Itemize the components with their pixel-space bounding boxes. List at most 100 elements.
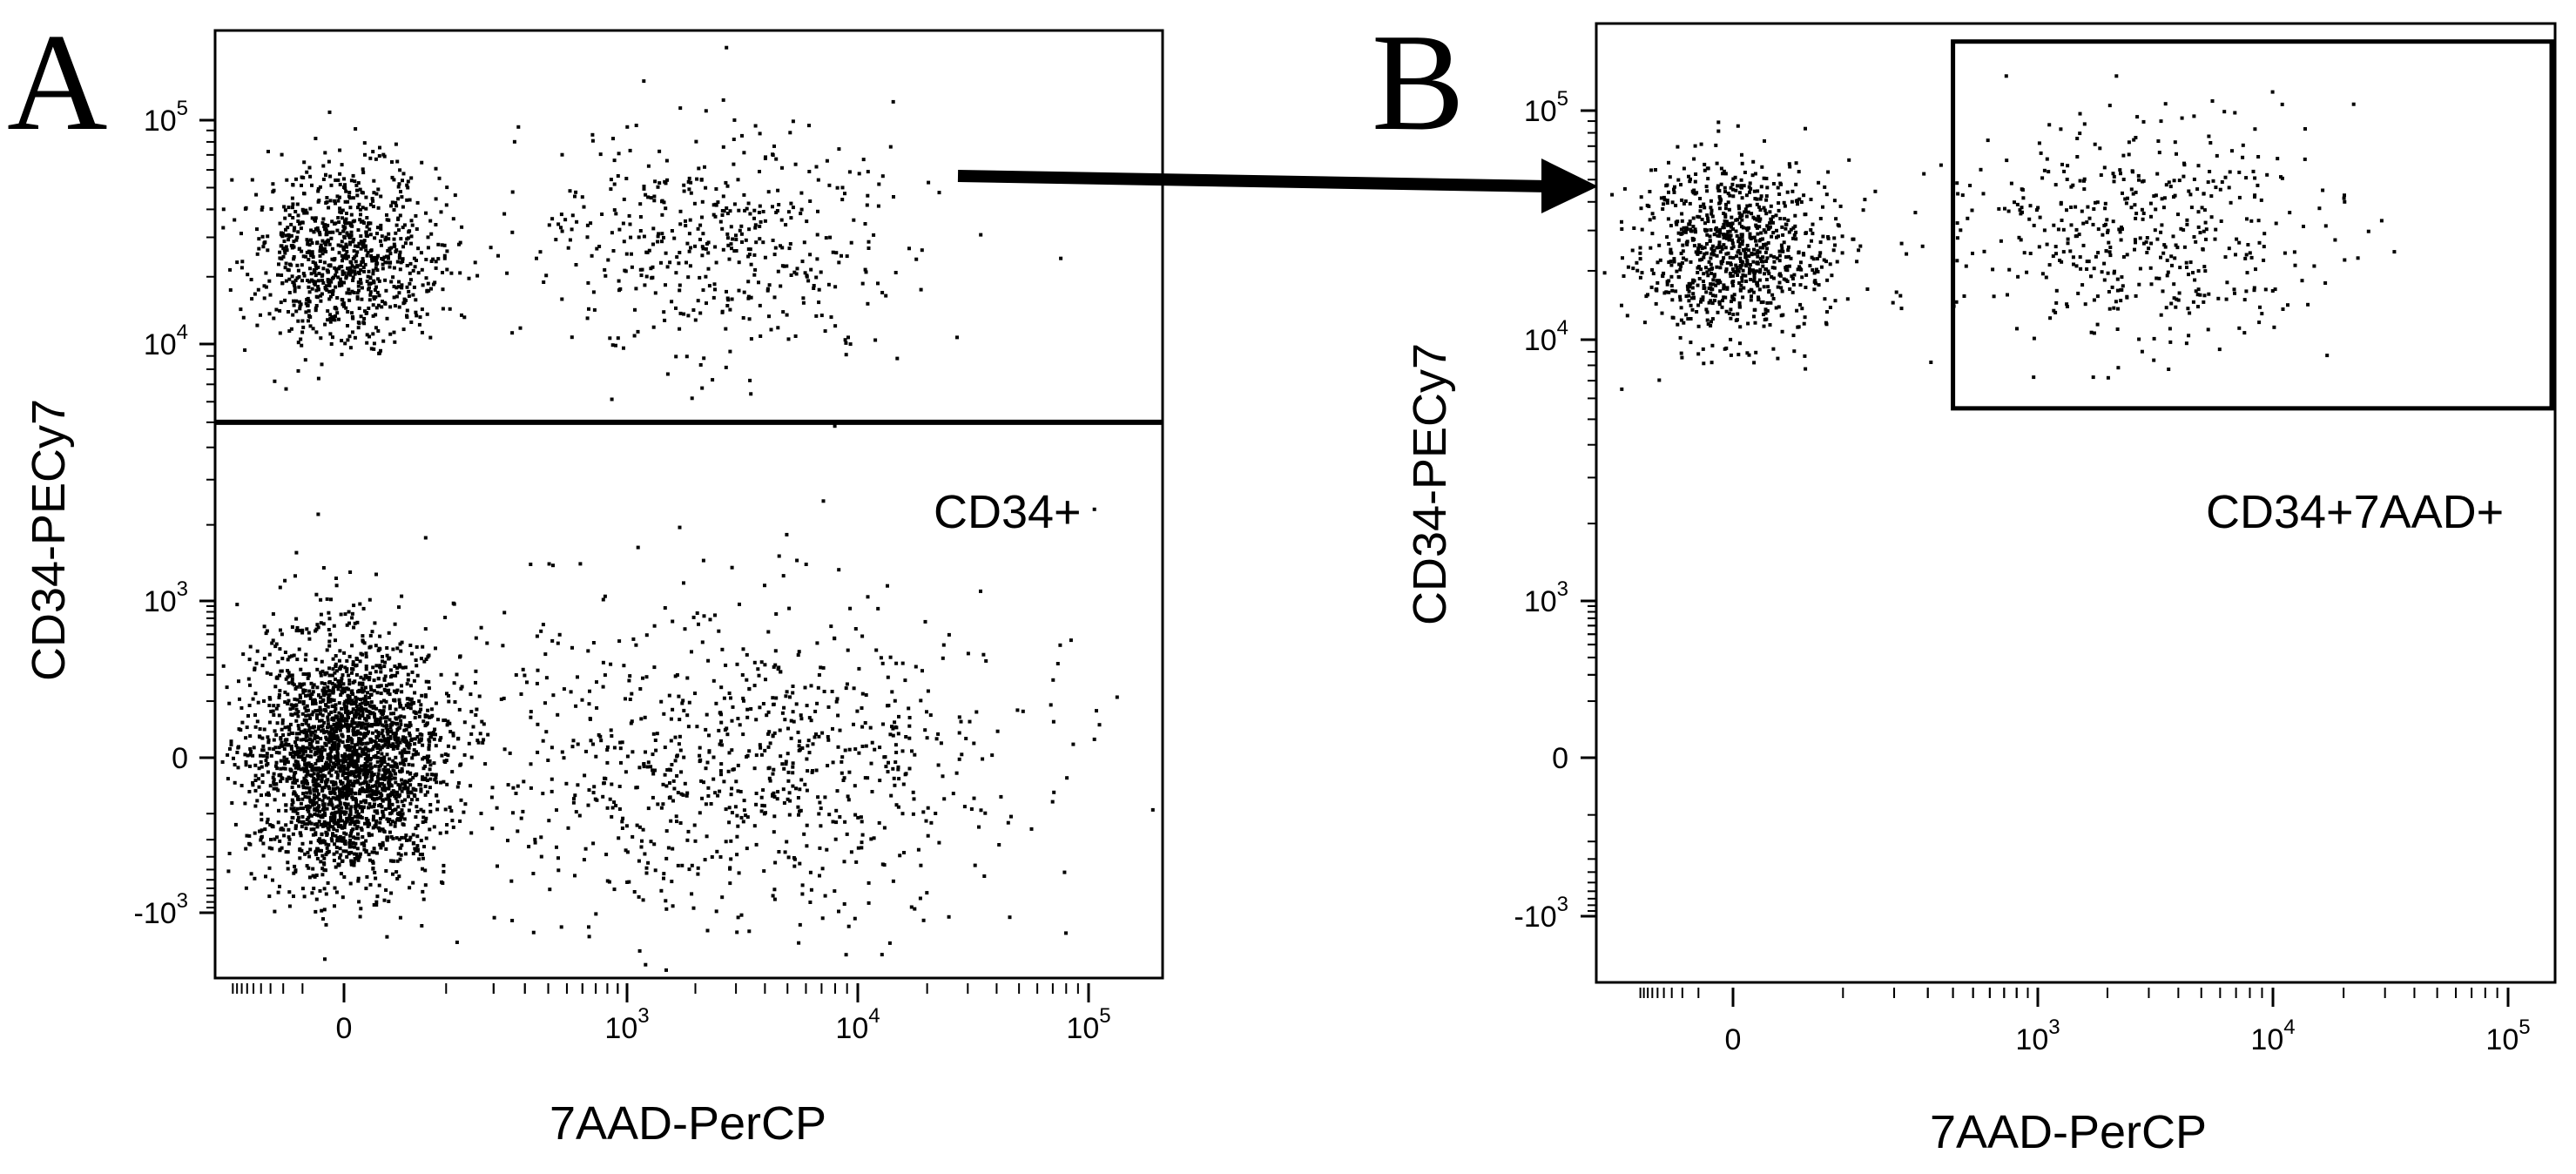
- panel-a-dot-pop2: [784, 762, 788, 766]
- panel-a-dot-pop1: [287, 827, 291, 832]
- panel-a-dot-pop4: [786, 210, 791, 214]
- panel-a-dot-pop3: [325, 240, 329, 244]
- panel-a-dot-pop3: [462, 315, 467, 320]
- panel-a-dot-pop1: [322, 686, 327, 691]
- panel-a-dot-pop1: [391, 742, 395, 746]
- panel-a-dot-pop2: [754, 802, 759, 806]
- panel-a-dot-pop3: [375, 261, 380, 266]
- panel-a-dot-pop1: [384, 869, 388, 873]
- panel-a-dot-pop1: [296, 714, 300, 719]
- panel-a-dot-pop4: [678, 222, 683, 226]
- panel-a-dot-pop2: [601, 660, 605, 665]
- panel-a-dot-pop1: [434, 732, 437, 737]
- panel-a-dot-pop2: [612, 800, 617, 805]
- panel-a-dot-pop2: [860, 725, 865, 729]
- panel-a-dot-pop1: [440, 880, 444, 884]
- panel-a-dot-pop1: [307, 813, 312, 817]
- panel-a-dot-pop1: [452, 602, 456, 606]
- panel-a-dot-pop3: [274, 307, 279, 312]
- panel-a-dot-pop2: [655, 732, 659, 736]
- panel-a-dot-pop1: [335, 794, 340, 799]
- panel-a-dot-pop4: [649, 267, 653, 271]
- panel-a-dot-pop3: [340, 265, 344, 268]
- panel-a-dot-pop3: [424, 211, 428, 215]
- panel-a-dot-pop2: [741, 696, 745, 700]
- panel-a-dot-pop2: [891, 766, 895, 771]
- panel-a-dot-pop2: [863, 721, 867, 725]
- panel-a-dot-pop2: [675, 773, 679, 778]
- panel-a-dot-pop1: [359, 709, 363, 713]
- panel-a-dot-pop4: [742, 192, 746, 197]
- panel-a-dot-pop2: [913, 907, 917, 911]
- panel-a-dot-pop4: [753, 267, 758, 272]
- panel-a-dot-pop4: [725, 45, 729, 50]
- panel-a-dot-pop1: [354, 810, 359, 813]
- panel-a-dot-pop2: [455, 941, 459, 944]
- panel-a-dot-pop1: [401, 665, 405, 670]
- panel-a-dot-pop2: [717, 728, 721, 732]
- panel-a-dot-pop2: [772, 814, 777, 819]
- panel-a-dot-pop4: [763, 219, 767, 223]
- panel-a-dot-pop1: [355, 697, 359, 701]
- panel-a-dot-pop1: [305, 746, 309, 750]
- panel-a-dot-pop4: [574, 190, 578, 194]
- panel-a-dot-pop1: [347, 765, 351, 768]
- panel-a-dot-pop3: [278, 250, 282, 254]
- panel-a-dot-pop1: [344, 722, 347, 726]
- panel-a-dot-pop3: [445, 186, 449, 190]
- panel-a-dot-pop2: [533, 837, 537, 841]
- panel-a-dot-pop3: [373, 288, 377, 292]
- panel-a-dot-pop3: [382, 300, 387, 305]
- panel-a-dot-pop4: [761, 210, 765, 213]
- panel-a-x-tick-label: 104: [835, 1004, 880, 1045]
- panel-a-dot-pop1: [305, 704, 309, 708]
- panel-a-dot-pop1: [373, 870, 377, 874]
- panel-a-dot-pop1: [272, 780, 276, 785]
- panel-a-dot-pop1: [355, 742, 360, 746]
- panel-a-dot-pop1: [324, 779, 327, 784]
- panel-a-dot-pop3: [358, 187, 362, 192]
- panel-a-dot-pop2: [860, 840, 864, 845]
- panel-a-dot-pop3: [355, 193, 360, 198]
- panel-a-dot-pop1: [421, 743, 425, 747]
- panel-a-dot-pop3: [293, 278, 298, 282]
- panel-a-dot-pop1: [313, 733, 317, 738]
- panel-a-dot-pop1: [410, 756, 415, 760]
- panel-a-dot-pop4: [734, 238, 738, 241]
- panel-a-dot-pop2: [661, 782, 665, 786]
- panel-a-dot-pop3: [334, 270, 339, 274]
- panel-a-dot-pop2: [687, 700, 691, 705]
- panel-a-dot-pop1: [314, 752, 319, 755]
- panel-a-dot-pop1: [357, 708, 361, 712]
- panel-a-dot-pop4: [866, 170, 870, 174]
- panel-a-dot-pop1: [382, 898, 387, 902]
- panel-a-dot-pop1: [362, 641, 367, 645]
- panel-a-dot-pop2: [789, 736, 793, 740]
- panel-a-dot-pop1: [350, 690, 354, 694]
- panel-a-dot-pop1: [311, 803, 315, 807]
- panel-a-dot-pop1: [344, 810, 348, 814]
- panel-a-dot-pop2: [777, 665, 781, 670]
- panel-a-dot-pop3: [333, 257, 337, 261]
- panel-a-dot-pop2: [731, 767, 735, 772]
- panel-a-dot-pop1: [406, 770, 410, 774]
- panel-a-dot-pop1: [398, 642, 402, 646]
- panel-a-dot-pop1: [303, 822, 307, 827]
- panel-a-dot-pop1: [299, 738, 303, 742]
- panel-a-dot-pop1: [304, 652, 308, 657]
- panel-a-dot-pop3: [314, 273, 318, 278]
- panel-a-dot-pop1: [323, 774, 327, 779]
- panel-a-dot-pop3: [425, 312, 429, 316]
- panel-a-dot-pop4: [834, 251, 839, 255]
- panel-a-dot-pop1: [384, 684, 388, 688]
- panel-a-dot-pop3: [271, 182, 275, 186]
- panel-a-dot-pop2: [795, 558, 799, 563]
- panel-a-dot-pop2: [386, 732, 390, 736]
- panel-a-dot-pop3: [349, 222, 354, 226]
- panel-a-dot-pop2: [637, 766, 642, 770]
- panel-a-dot-pop1: [320, 908, 324, 913]
- panel-a-dot-pop3: [342, 220, 347, 224]
- panel-a-dot-pop1: [364, 665, 368, 668]
- panel-a-dot-pop1: [306, 807, 309, 812]
- panel-a-dot-pop1: [273, 746, 278, 750]
